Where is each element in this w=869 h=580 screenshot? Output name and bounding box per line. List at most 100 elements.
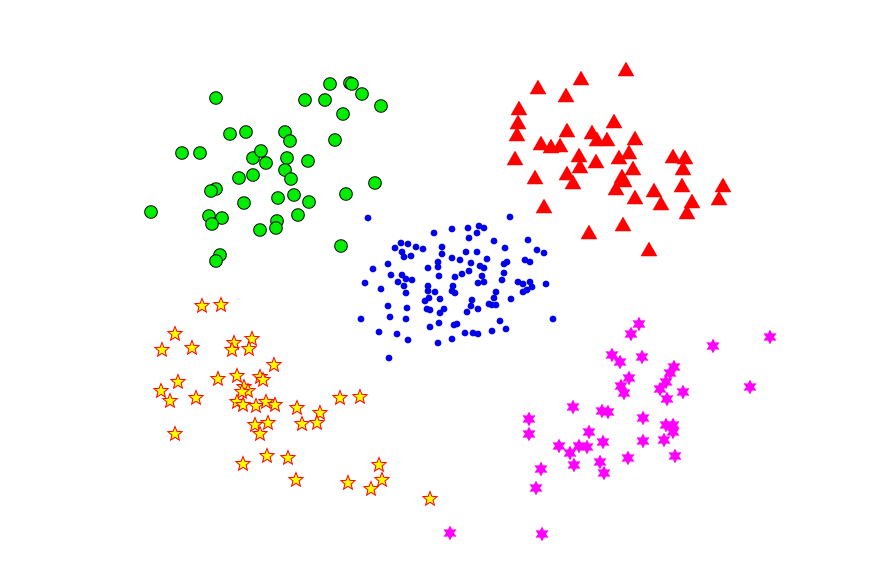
data-point-dot: [377, 285, 385, 293]
data-point-dot: [361, 279, 369, 287]
data-point-triangle: [640, 241, 658, 257]
data-point-dot: [448, 335, 456, 343]
data-point-dot: [384, 260, 392, 268]
data-point-hexagram: [605, 347, 619, 363]
data-point-star5: [351, 388, 369, 405]
data-point-circle: [175, 146, 189, 160]
data-point-dot: [483, 255, 491, 263]
data-point-star5: [287, 471, 305, 488]
data-point-triangle: [509, 114, 527, 130]
data-point-dot: [502, 325, 510, 333]
data-point-circle: [259, 156, 273, 170]
data-point-dot: [434, 339, 442, 347]
data-point-triangle: [614, 216, 632, 232]
data-point-triangle: [571, 158, 589, 174]
data-point-hexagram: [596, 434, 610, 450]
data-point-star5: [166, 425, 184, 442]
data-point-hexagram: [617, 385, 631, 401]
data-point-circle: [144, 205, 158, 219]
data-point-hexagram: [552, 438, 566, 454]
data-point-dot: [523, 286, 531, 294]
data-point-triangle: [526, 169, 544, 185]
data-point-triangle: [710, 190, 728, 206]
data-point-dot: [435, 272, 443, 280]
data-point-dot: [540, 249, 548, 257]
data-point-hexagram: [624, 326, 638, 342]
data-point-circle: [302, 195, 316, 209]
data-point-dot: [438, 243, 446, 251]
data-point-dot: [490, 294, 498, 302]
data-point-star5: [288, 399, 306, 416]
data-point-dot: [501, 244, 509, 252]
data-point-triangle: [558, 122, 576, 138]
data-point-hexagram: [529, 480, 543, 496]
data-point-dot: [453, 320, 461, 328]
data-point-dot: [549, 315, 557, 323]
data-point-triangle: [674, 160, 692, 176]
data-point-dot: [436, 295, 444, 303]
data-point-hexagram: [621, 450, 635, 466]
data-point-star5: [193, 297, 211, 314]
data-point-circle: [287, 188, 301, 202]
data-point-circle: [253, 223, 267, 237]
data-point-dot: [369, 265, 377, 273]
data-point-circle: [339, 187, 353, 201]
data-point-dot: [403, 304, 411, 312]
data-point-hexagram: [636, 433, 650, 449]
data-point-dot: [490, 237, 498, 245]
data-point-dot: [461, 329, 469, 337]
data-point-dot: [430, 229, 438, 237]
data-point-star5: [331, 389, 349, 406]
data-point-circle: [205, 217, 219, 231]
data-point-hexagram: [632, 316, 646, 332]
data-point-hexagram: [666, 424, 680, 440]
data-point-dot: [404, 240, 412, 248]
data-point-dot: [498, 276, 506, 284]
data-point-circle: [246, 168, 260, 182]
data-point-hexagram: [597, 465, 611, 481]
data-point-dot: [402, 275, 410, 283]
data-point-dot: [424, 287, 432, 295]
data-point-circle: [355, 87, 369, 101]
data-point-star5: [308, 414, 326, 431]
data-point-circle: [336, 107, 350, 121]
data-point-dot: [400, 282, 408, 290]
data-point-triangle: [624, 160, 642, 176]
data-point-star5: [166, 325, 184, 342]
data-point-triangle: [557, 87, 575, 103]
data-point-hexagram: [636, 410, 650, 426]
data-point-star5: [209, 370, 227, 387]
data-point-dot: [364, 214, 372, 222]
data-point-dot: [434, 263, 442, 271]
data-point-hexagram: [593, 454, 607, 470]
data-point-circle: [368, 176, 382, 190]
data-point-hexagram: [763, 329, 777, 345]
data-point-dot: [464, 224, 472, 232]
data-point-dot: [526, 258, 534, 266]
data-point-triangle: [529, 79, 547, 95]
data-point-dot: [397, 239, 405, 247]
data-point-triangle: [551, 137, 569, 153]
data-point-circle: [215, 211, 229, 225]
data-point-star5: [161, 392, 179, 409]
data-point-dot: [474, 330, 482, 338]
data-point-triangle: [615, 172, 633, 188]
data-point-dot: [473, 229, 481, 237]
data-point-dot: [448, 254, 456, 262]
data-point-dot: [386, 313, 394, 321]
data-point-circle: [298, 93, 312, 107]
data-point-hexagram: [659, 374, 673, 390]
data-point-dot: [408, 276, 416, 284]
data-point-dot: [400, 253, 408, 261]
data-point-star5: [311, 404, 329, 421]
data-point-dot: [506, 213, 514, 221]
data-point-dot: [463, 308, 471, 316]
data-point-dot: [438, 250, 446, 258]
data-point-circle: [334, 239, 348, 253]
data-point-star5: [373, 471, 391, 488]
data-point-hexagram: [567, 457, 581, 473]
data-point-hexagram: [657, 432, 671, 448]
data-point-triangle: [676, 149, 694, 165]
data-point-triangle: [652, 195, 670, 211]
data-point-triangle: [535, 198, 553, 214]
